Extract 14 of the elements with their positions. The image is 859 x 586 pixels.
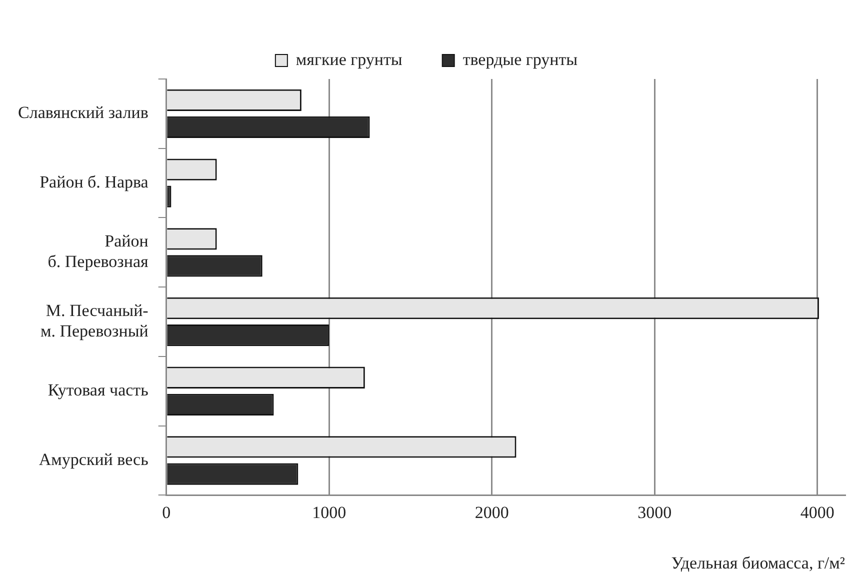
- x-tick-label: 2000: [474, 502, 509, 522]
- x-tick-label: 4000: [800, 502, 834, 522]
- x-tick-label: 3000: [638, 502, 672, 522]
- y-tick-label: Амурский весь: [38, 450, 149, 469]
- y-tick-label: М. Песчаный- м. Перевозный: [40, 301, 149, 340]
- x-tick-label: 1000: [312, 502, 346, 522]
- y-tick-label: Район б. Перевозная: [48, 232, 149, 272]
- x-tick-label: 0: [162, 502, 171, 522]
- y-tick-label: Кутовая часть: [48, 380, 149, 400]
- y-tick-label: Славянский залив: [18, 103, 148, 122]
- legend-label: твердые грунты: [462, 50, 578, 69]
- x-axis-title: Удельная биомасса, г/м²: [671, 553, 845, 572]
- y-tick-label: Район б. Нарва: [40, 172, 149, 192]
- legend-label: мягкие грунты: [296, 50, 403, 69]
